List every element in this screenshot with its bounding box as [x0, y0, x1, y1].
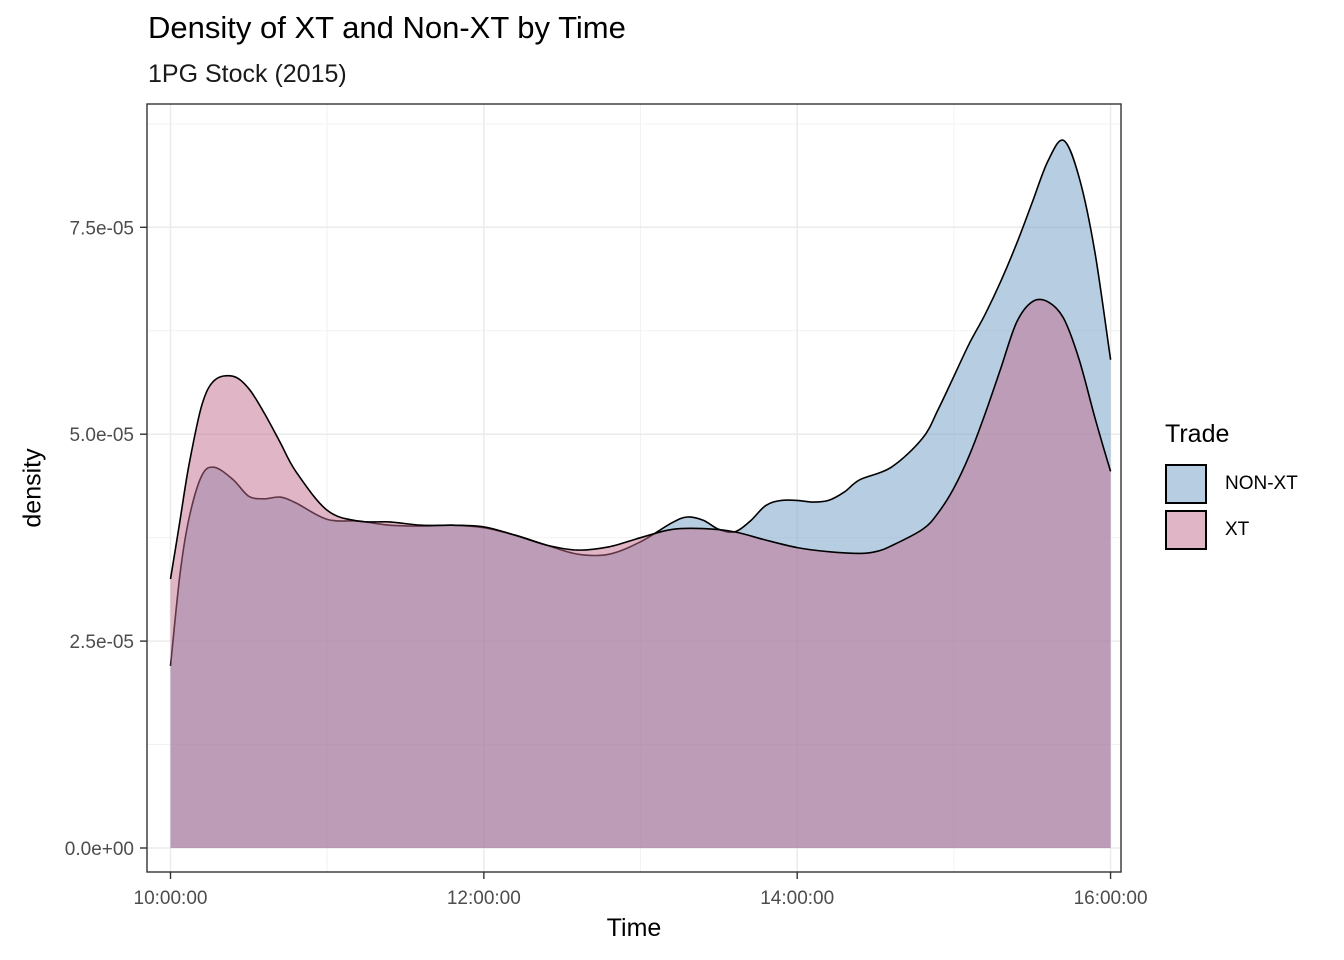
legend-item-xt: XT	[1165, 507, 1298, 553]
x-tick-label: 12:00:00	[447, 888, 521, 909]
density-line-xt	[169, 298, 1112, 580]
legend-title: Trade	[1165, 420, 1230, 448]
legend-label-xt: XT	[1225, 519, 1250, 540]
legend-item-non-xt: NON-XT	[1165, 461, 1298, 507]
legend-swatch-non-xt	[1165, 464, 1207, 504]
chart-subtitle: 1PG Stock (2015)	[148, 60, 347, 88]
chart-title: Density of XT and Non-XT by Time	[148, 10, 626, 45]
y-tick-label: 2.5e-05	[70, 632, 134, 653]
x-tick-label: 16:00:00	[1074, 888, 1148, 909]
y-tick-label: 0.0e+00	[65, 839, 134, 860]
legend: Trade NON-XT XT	[1165, 420, 1298, 553]
y-tick-label: 5.0e-05	[70, 425, 134, 446]
legend-swatch-xt	[1165, 510, 1207, 550]
x-axis-label: Time	[606, 914, 662, 942]
y-tick-label: 7.5e-05	[70, 218, 134, 239]
y-axis-label: density	[18, 448, 47, 528]
x-tick-label: 10:00:00	[134, 888, 208, 909]
legend-label-non-xt: NON-XT	[1225, 473, 1298, 494]
panel-border	[146, 103, 1122, 873]
x-tick-label: 14:00:00	[760, 888, 834, 909]
density-area-xt	[170, 299, 1111, 848]
